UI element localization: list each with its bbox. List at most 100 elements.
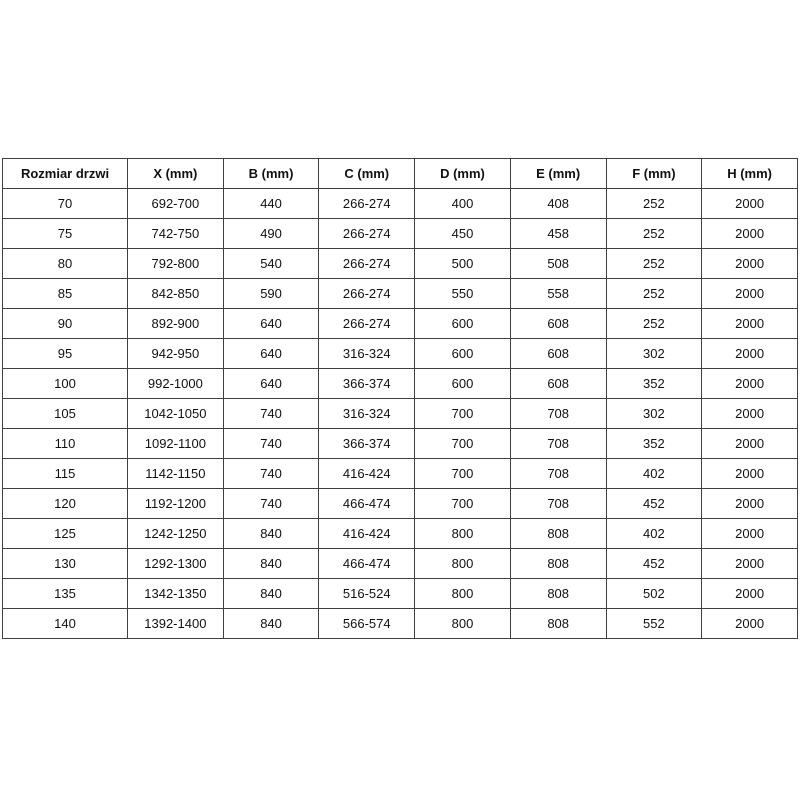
table-cell: 352 xyxy=(605,368,703,399)
table-cell: 402 xyxy=(605,518,703,549)
table-cell: 508 xyxy=(509,248,607,279)
table-cell: 708 xyxy=(509,488,607,519)
table-cell: 416-424 xyxy=(318,518,416,549)
table-cell: 740 xyxy=(222,428,320,459)
table-row: 125 1242-1250 840 416-424 800 808 402 2000 xyxy=(2,518,798,549)
table-cell: 550 xyxy=(414,278,511,309)
table-cell: 840 xyxy=(222,518,320,549)
table-cell: 130 xyxy=(2,548,128,579)
table-cell: 2000 xyxy=(701,338,798,369)
table-cell: 792-800 xyxy=(127,248,224,279)
table-row: 110 1092-1100 740 366-374 700 708 352 2000 xyxy=(2,428,798,459)
table-cell: 740 xyxy=(222,488,320,519)
table-cell: 100 xyxy=(2,368,128,399)
table-body: 70 692-700 440 266-274 400 408 252 2000 75 742-75… xyxy=(2,188,798,639)
table-cell: 800 xyxy=(414,518,511,549)
table-cell: 115 xyxy=(2,458,128,489)
table-row: 85 842-850 590 266-274 550 558 252 2000 xyxy=(2,278,798,309)
table-cell: 942-950 xyxy=(127,338,224,369)
table-cell: 252 xyxy=(605,308,703,339)
table-cell: 708 xyxy=(509,458,607,489)
table-cell: 800 xyxy=(414,578,511,609)
table-cell: 540 xyxy=(222,248,320,279)
table-row: 140 1392-1400 840 566-574 800 808 552 2000 xyxy=(2,608,798,639)
column-header: E (mm) xyxy=(509,158,607,189)
table-cell: 2000 xyxy=(701,248,798,279)
table-cell: 266-274 xyxy=(318,278,416,309)
table-cell: 302 xyxy=(605,398,703,429)
table-row: 135 1342-1350 840 516-524 800 808 502 2000 xyxy=(2,578,798,609)
table-cell: 452 xyxy=(605,548,703,579)
table-cell: 2000 xyxy=(701,398,798,429)
table-cell: 440 xyxy=(222,188,320,219)
table-cell: 2000 xyxy=(701,188,798,219)
column-header: B (mm) xyxy=(222,158,320,189)
table-cell: 2000 xyxy=(701,428,798,459)
table-cell: 800 xyxy=(414,548,511,579)
table-cell: 640 xyxy=(222,368,320,399)
table-row: 100 992-1000 640 366-374 600 608 352 2000 xyxy=(2,368,798,399)
table-cell: 2000 xyxy=(701,578,798,609)
table-cell: 608 xyxy=(509,338,607,369)
table-cell: 700 xyxy=(414,488,511,519)
table-cell: 2000 xyxy=(701,458,798,489)
column-header: C (mm) xyxy=(318,158,416,189)
table-cell: 458 xyxy=(509,218,607,249)
table-cell: 466-474 xyxy=(318,488,416,519)
table-cell: 840 xyxy=(222,578,320,609)
table-cell: 740 xyxy=(222,458,320,489)
table-cell: 892-900 xyxy=(127,308,224,339)
table-row: 130 1292-1300 840 466-474 800 808 452 2000 xyxy=(2,548,798,579)
door-size-table: Rozmiar drzwi X (mm) B (mm) C (mm) D (mm) E (… xyxy=(2,158,798,639)
table-cell: 2000 xyxy=(701,278,798,309)
table-cell: 252 xyxy=(605,188,703,219)
table-cell: 95 xyxy=(2,338,128,369)
table-cell: 558 xyxy=(509,278,607,309)
table-cell: 640 xyxy=(222,338,320,369)
table-row: 120 1192-1200 740 466-474 700 708 452 2000 xyxy=(2,488,798,519)
table-cell: 140 xyxy=(2,608,128,639)
table-cell: 740 xyxy=(222,398,320,429)
table-cell: 552 xyxy=(605,608,703,639)
table-cell: 90 xyxy=(2,308,128,339)
table-cell: 80 xyxy=(2,248,128,279)
table-cell: 2000 xyxy=(701,608,798,639)
table-cell: 708 xyxy=(509,428,607,459)
table-cell: 590 xyxy=(222,278,320,309)
table-cell: 2000 xyxy=(701,518,798,549)
table-cell: 600 xyxy=(414,368,511,399)
table-cell: 2000 xyxy=(701,218,798,249)
table-cell: 840 xyxy=(222,608,320,639)
table-cell: 366-374 xyxy=(318,428,416,459)
table-cell: 490 xyxy=(222,218,320,249)
column-header: H (mm) xyxy=(701,158,798,189)
table-cell: 466-474 xyxy=(318,548,416,579)
table-row: 80 792-800 540 266-274 500 508 252 2000 xyxy=(2,248,798,279)
table-cell: 85 xyxy=(2,278,128,309)
table-cell: 366-374 xyxy=(318,368,416,399)
table-cell: 700 xyxy=(414,458,511,489)
column-header: X (mm) xyxy=(127,158,224,189)
table-cell: 500 xyxy=(414,248,511,279)
table-cell: 566-574 xyxy=(318,608,416,639)
table-cell: 266-274 xyxy=(318,248,416,279)
table-cell: 105 xyxy=(2,398,128,429)
table-cell: 2000 xyxy=(701,368,798,399)
table-cell: 700 xyxy=(414,428,511,459)
table-cell: 708 xyxy=(509,398,607,429)
table-row: 90 892-900 640 266-274 600 608 252 2000 xyxy=(2,308,798,339)
table-cell: 252 xyxy=(605,218,703,249)
table-cell: 2000 xyxy=(701,548,798,579)
table-row: 105 1042-1050 740 316-324 700 708 302 2000 xyxy=(2,398,798,429)
table-cell: 416-424 xyxy=(318,458,416,489)
table-cell: 1242-1250 xyxy=(127,518,224,549)
table-cell: 516-524 xyxy=(318,578,416,609)
table-cell: 135 xyxy=(2,578,128,609)
column-header: Rozmiar drzwi xyxy=(2,158,128,189)
table-cell: 400 xyxy=(414,188,511,219)
table-cell: 125 xyxy=(2,518,128,549)
column-header: D (mm) xyxy=(414,158,511,189)
table-cell: 266-274 xyxy=(318,308,416,339)
table-cell: 1042-1050 xyxy=(127,398,224,429)
